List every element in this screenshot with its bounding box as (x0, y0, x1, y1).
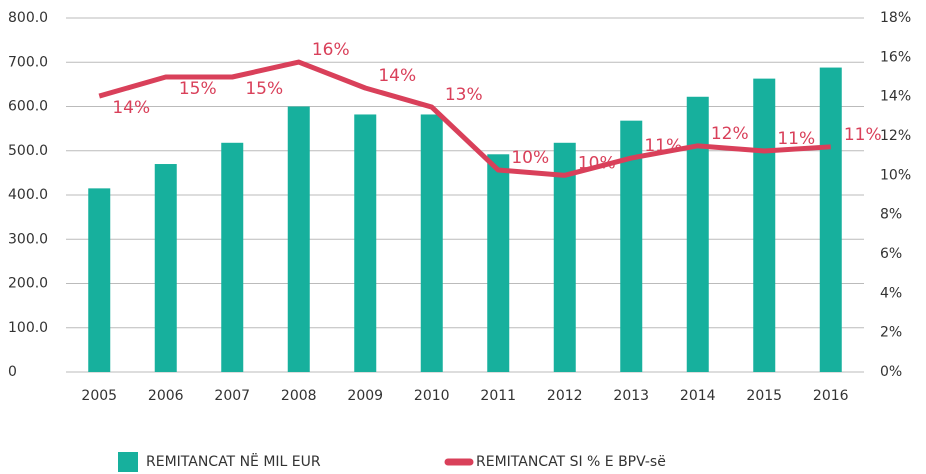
bar (354, 114, 377, 372)
data-label: 11% (844, 125, 882, 145)
x-tick-label: 2005 (81, 388, 117, 404)
data-label: 11% (644, 136, 682, 156)
y-tick-label: 400.0 (8, 187, 48, 203)
data-label: 14% (378, 66, 416, 86)
legend-label: REMITANCAT SI % E BPV-së (476, 454, 666, 470)
x-tick-label: 2009 (347, 388, 383, 404)
x-tick-label: 2007 (214, 388, 250, 404)
bar (88, 188, 111, 372)
y-tick-label: 0 (8, 364, 17, 380)
x-tick-label: 2008 (281, 388, 317, 404)
x-tick-label: 2006 (148, 388, 184, 404)
y2-tick-label: 0% (880, 364, 902, 380)
bar (154, 164, 177, 372)
y-tick-label: 800.0 (8, 10, 48, 26)
y2-tick-label: 14% (880, 89, 911, 105)
data-label: 11% (777, 129, 815, 149)
bar (553, 142, 576, 372)
x-tick-label: 2010 (414, 388, 450, 404)
data-label: 12% (711, 124, 749, 144)
legend-label: REMITANCAT NË MIL EUR (146, 452, 321, 470)
bar (487, 154, 510, 372)
data-label: 15% (245, 79, 283, 99)
y2-tick-label: 10% (880, 167, 911, 183)
legend-swatch (118, 452, 138, 472)
y2-tick-label: 2% (880, 325, 902, 341)
y-tick-label: 500.0 (8, 143, 48, 159)
x-tick-label: 2016 (813, 388, 849, 404)
data-label: 10% (578, 153, 616, 173)
bar (686, 96, 709, 372)
y-tick-label: 200.0 (8, 276, 48, 292)
bar (420, 114, 443, 372)
y2-tick-label: 4% (880, 285, 902, 301)
x-tick-label: 2012 (547, 388, 583, 404)
data-label: 15% (179, 79, 217, 99)
y2-tick-label: 18% (880, 10, 911, 26)
y-tick-label: 100.0 (8, 320, 48, 336)
y2-tick-label: 12% (880, 128, 911, 144)
bar (221, 142, 244, 372)
y2-tick-label: 8% (880, 207, 902, 223)
x-tick-label: 2011 (480, 388, 516, 404)
x-tick-label: 2014 (680, 388, 716, 404)
x-tick-label: 2013 (613, 388, 649, 404)
y-tick-label: 300.0 (8, 231, 48, 247)
x-tick-label: 2015 (746, 388, 782, 404)
bar (819, 67, 842, 372)
y-tick-label: 700.0 (8, 54, 48, 70)
y2-tick-label: 16% (880, 49, 911, 65)
data-label: 14% (112, 98, 150, 118)
line (98, 59, 831, 178)
bar (753, 78, 776, 372)
data-label: 13% (445, 85, 483, 105)
bar (287, 106, 310, 372)
data-label: 10% (511, 148, 549, 168)
bar (620, 120, 643, 372)
data-label: 16% (312, 40, 350, 60)
y2-tick-label: 6% (880, 246, 902, 262)
y-tick-label: 600.0 (8, 99, 48, 115)
